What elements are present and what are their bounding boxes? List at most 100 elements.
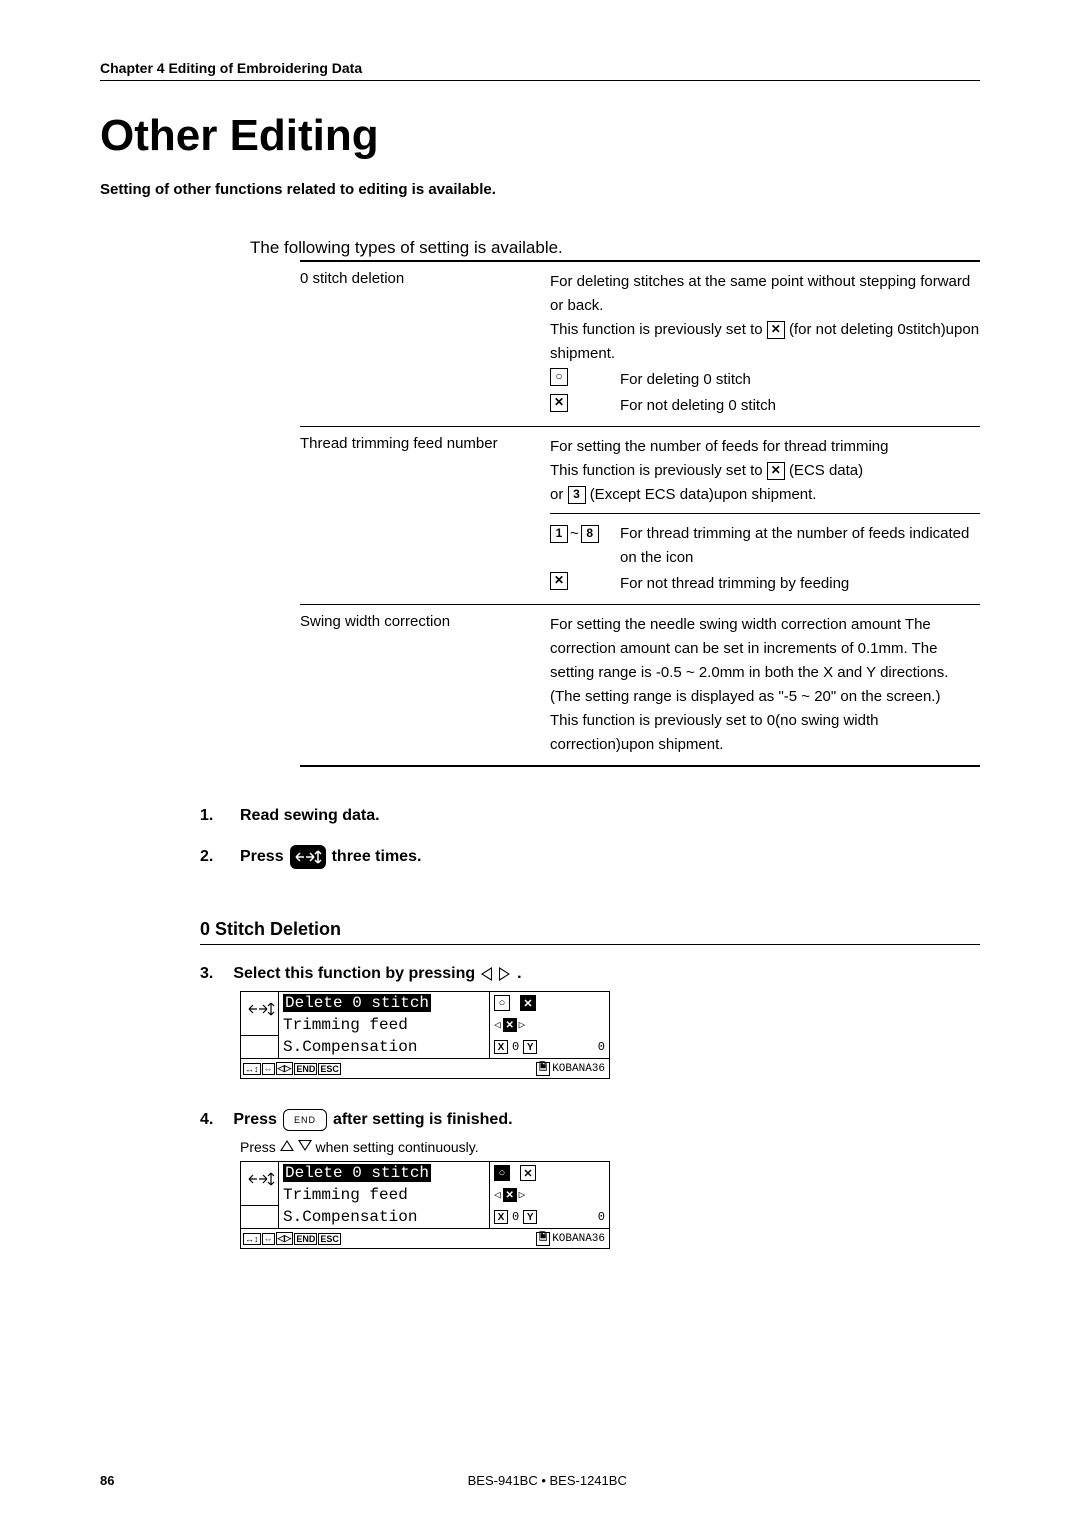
left-bracket-icon: ◁ xyxy=(494,1018,501,1032)
opt-text: For not thread trimming by feeding xyxy=(620,572,980,596)
step-number: 1. xyxy=(200,807,220,825)
step-2: 2. Press three times. xyxy=(200,845,980,869)
lcd-line: Trimming feed xyxy=(279,1184,489,1206)
circle-icon: ○ xyxy=(550,368,568,386)
value: 0 xyxy=(598,1210,605,1224)
lcd-text: Delete 0 stitch Trimming feed S.Compensa… xyxy=(279,1162,489,1228)
lcd-line: S.Compensation xyxy=(279,1206,489,1228)
page-number: 86 xyxy=(100,1473,114,1488)
lcd-screen: Delete 0 stitch Trimming feed S.Compensa… xyxy=(240,1161,610,1249)
menu-mode-icon xyxy=(245,999,275,1029)
step-4: 4. Press END after setting is finished. xyxy=(200,1109,980,1131)
tilde: ~ xyxy=(570,522,579,546)
value: 0 xyxy=(512,1210,519,1224)
number-icon: 8 xyxy=(581,525,599,543)
filename: KOBANA36 xyxy=(552,1063,605,1075)
settings-table: 0 stitch deletion For deleting stitches … xyxy=(300,260,980,767)
desc-text: This function is previously set to xyxy=(550,321,763,338)
x-icon-selected: ✕ xyxy=(503,1018,517,1032)
x-icon: ✕ xyxy=(550,394,568,412)
table-row: Thread trimming feed number For setting … xyxy=(300,427,980,605)
down-arrow-icon xyxy=(298,1140,312,1152)
text: when setting continuously. xyxy=(315,1139,478,1155)
right-arrow-icon xyxy=(499,967,511,981)
text: . xyxy=(517,965,521,983)
lcd-selected-line: Delete 0 stitch xyxy=(283,994,431,1012)
esc-nav-icon: ESC xyxy=(318,1233,341,1245)
desc-text: (Except ECS data)upon shipment. xyxy=(590,486,817,503)
file-icon: 🗎 xyxy=(536,1062,550,1076)
table-row: 0 stitch deletion For deleting stitches … xyxy=(300,262,980,427)
step-3: 3. Select this function by pressing . xyxy=(200,965,980,983)
lcd-mode-icons xyxy=(241,992,279,1058)
setting-name: Swing width correction xyxy=(300,613,550,757)
y-axis-icon: Y xyxy=(523,1040,537,1054)
lcd-line: Trimming feed xyxy=(279,1014,489,1036)
x-icon: ✕ xyxy=(767,462,785,480)
text: three times. xyxy=(332,848,422,866)
text: Press xyxy=(240,1139,276,1155)
lcd-values: ○ ✕ ◁ ✕ ▷ X 0 Y 0 xyxy=(489,1162,609,1228)
nav-icon: ⇔ xyxy=(262,1063,275,1075)
model-name: BES-941BC • BES-1241BC xyxy=(468,1473,627,1488)
x-axis-icon: X xyxy=(494,1210,508,1224)
value: 0 xyxy=(512,1040,519,1054)
value: 0 xyxy=(598,1040,605,1054)
step-text: Press three times. xyxy=(240,845,421,869)
setting-desc: For deleting stitches at the same point … xyxy=(550,270,980,418)
x-icon: ✕ xyxy=(520,1165,536,1181)
lcd-line: S.Compensation xyxy=(279,1036,489,1058)
left-arrow-icon xyxy=(481,967,493,981)
step-4-note: Press when setting continuously. xyxy=(240,1139,980,1155)
setting-desc: For setting the needle swing width corre… xyxy=(550,613,980,757)
lcd-text: Delete 0 stitch Trimming feed S.Compensa… xyxy=(279,992,489,1058)
lcd-selected-line: Delete 0 stitch xyxy=(283,1164,431,1182)
menu-key-icon xyxy=(290,845,326,869)
lcd-status-bar: ↔↕ ⇔ ◁▷ END ESC 🗎 KOBANA36 xyxy=(241,1058,609,1078)
up-arrow-icon xyxy=(280,1140,294,1152)
nav-icon: ↔↕ xyxy=(243,1063,261,1075)
step-1: 1. Read sewing data. xyxy=(200,807,980,825)
nav-icon: ⇔ xyxy=(262,1233,275,1245)
lcd-values: ○ ✕ ◁ ✕ ▷ X 0 Y 0 xyxy=(489,992,609,1058)
desc-text: (ECS data) xyxy=(789,462,863,479)
setting-name: 0 stitch deletion xyxy=(300,270,550,418)
filename: KOBANA36 xyxy=(552,1233,605,1245)
text: Press xyxy=(240,848,284,866)
x-icon-selected: ✕ xyxy=(520,995,536,1011)
number-icon: 1 xyxy=(550,525,568,543)
circle-icon-selected: ○ xyxy=(494,1165,510,1181)
step-text: Read sewing data. xyxy=(240,807,380,825)
nav-icon: ◁▷ xyxy=(276,1232,294,1245)
chapter-header: Chapter 4 Editing of Embroidering Data xyxy=(100,60,980,81)
end-key-icon: END xyxy=(283,1109,327,1131)
left-bracket-icon: ◁ xyxy=(494,1188,501,1202)
intro-text: The following types of setting is availa… xyxy=(250,238,980,258)
number-icon: 3 xyxy=(568,486,586,504)
end-nav-icon: END xyxy=(294,1233,317,1245)
lcd-screen: Delete 0 stitch Trimming feed S.Compensa… xyxy=(240,991,610,1079)
esc-nav-icon: ESC xyxy=(318,1063,341,1075)
section-heading: 0 Stitch Deletion xyxy=(200,919,980,945)
step-list: 1. Read sewing data. 2. Press three time… xyxy=(200,807,980,869)
setting-desc: For setting the number of feeds for thre… xyxy=(550,435,980,596)
right-bracket-icon: ▷ xyxy=(519,1188,526,1202)
step-text: Select this function by pressing . xyxy=(233,965,521,983)
page-footer: 86 BES-941BC • BES-1241BC xyxy=(100,1473,980,1488)
nav-icon: ◁▷ xyxy=(276,1062,294,1075)
setting-name: Thread trimming feed number xyxy=(300,435,550,596)
subtitle: Setting of other functions related to ed… xyxy=(100,181,980,198)
table-row: Swing width correction For setting the n… xyxy=(300,605,980,765)
y-axis-icon: Y xyxy=(523,1210,537,1224)
x-icon: ✕ xyxy=(767,321,785,339)
right-bracket-icon: ▷ xyxy=(519,1018,526,1032)
step-number: 2. xyxy=(200,848,220,866)
step-number: 4. xyxy=(200,1111,213,1129)
lcd-mode-icons xyxy=(241,1162,279,1228)
lcd-status-bar: ↔↕ ⇔ ◁▷ END ESC 🗎 KOBANA36 xyxy=(241,1228,609,1248)
circle-icon: ○ xyxy=(494,995,510,1011)
text: Select this function by pressing xyxy=(233,965,475,983)
opt-text: For not deleting 0 stitch xyxy=(620,394,980,418)
page-title: Other Editing xyxy=(100,111,980,161)
x-axis-icon: X xyxy=(494,1040,508,1054)
